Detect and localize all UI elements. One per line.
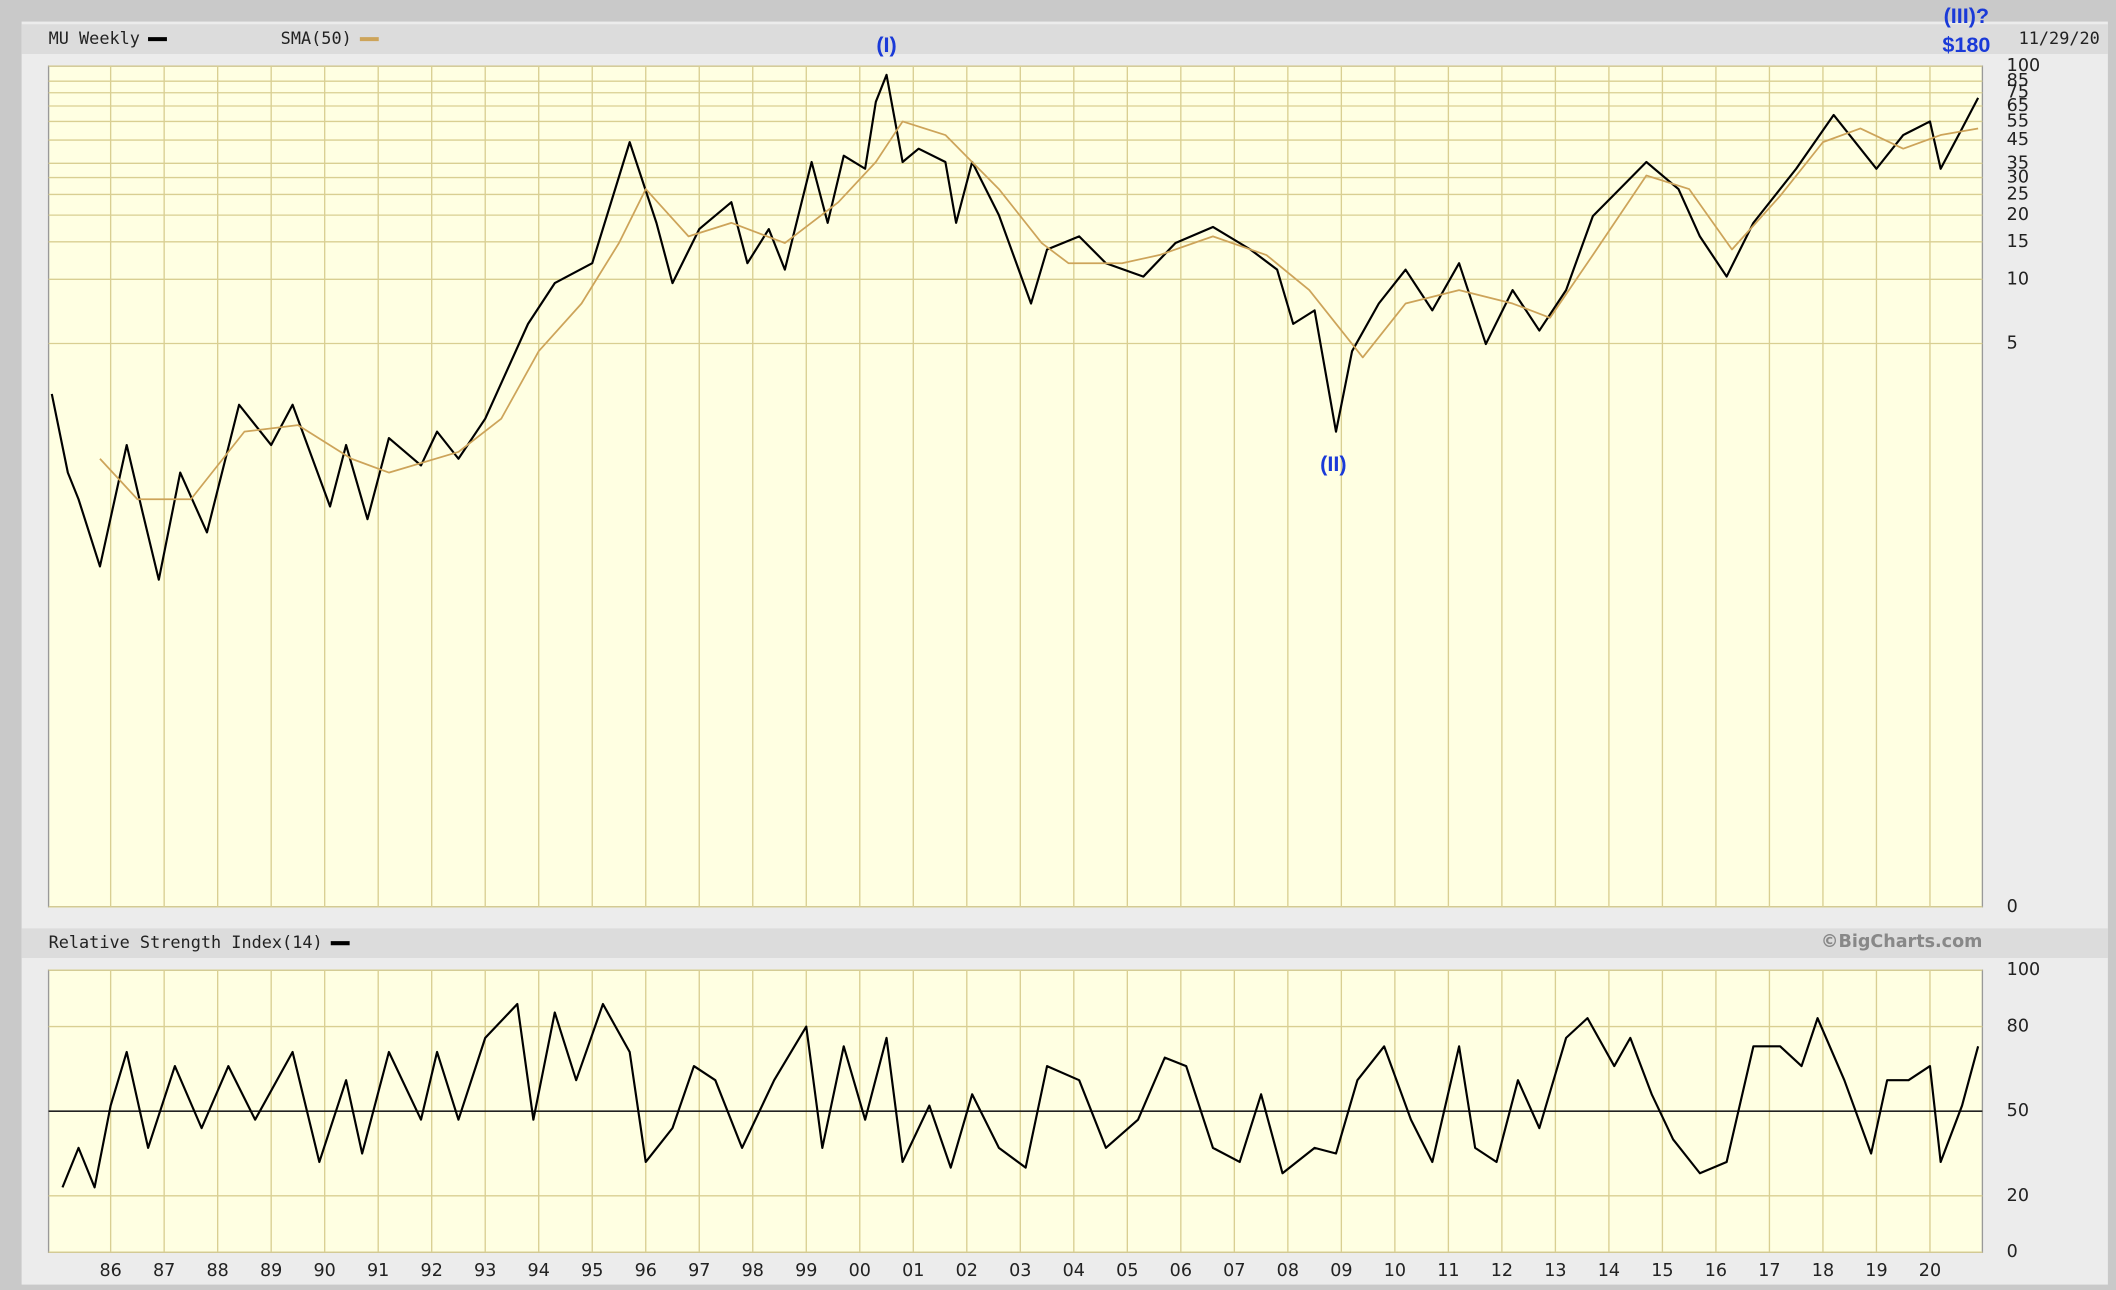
y-tick-label: 50 <box>2007 1101 2029 1121</box>
x-tick-label: 89 <box>260 1261 282 1281</box>
y-tick-label: 0 <box>2007 897 2018 917</box>
x-tick-label: 08 <box>1277 1261 1299 1281</box>
y-tick-label: 100 <box>2007 56 2040 76</box>
x-tick-label: 03 <box>1009 1261 1031 1281</box>
x-tick-label: 97 <box>688 1261 710 1281</box>
y-tick-label: 55 <box>2007 111 2029 131</box>
y-tick-label: 45 <box>2007 130 2029 150</box>
x-tick-label: 96 <box>635 1261 657 1281</box>
x-tick-label: 20 <box>1919 1261 1941 1281</box>
y-tick-label: 20 <box>2007 205 2029 225</box>
x-tick-label: 17 <box>1758 1261 1780 1281</box>
header-band <box>21 928 2108 959</box>
annotation: $180 <box>1942 32 1990 57</box>
plot-area <box>47 65 1984 908</box>
x-tick-label: 01 <box>902 1261 924 1281</box>
x-tick-label: 98 <box>742 1261 764 1281</box>
x-tick-label: 07 <box>1223 1261 1245 1281</box>
date-label: 11/29/20 <box>2019 28 2100 48</box>
series-line <box>99 120 1979 501</box>
x-tick-label: 95 <box>581 1261 603 1281</box>
y-tick-label: 0 <box>2007 1242 2018 1262</box>
y-tick-label: 5 <box>2007 333 2018 353</box>
x-tick-label: 90 <box>314 1261 336 1281</box>
y-tick-label: 85 <box>2007 71 2029 91</box>
x-tick-label: 18 <box>1812 1261 1834 1281</box>
y-tick-label: 20 <box>2007 1186 2029 1206</box>
x-tick-label: 00 <box>849 1261 871 1281</box>
y-tick-label: 35 <box>2007 153 2029 173</box>
x-tick-label: 99 <box>795 1261 817 1281</box>
x-tick-label: 06 <box>1170 1261 1192 1281</box>
x-tick-label: 16 <box>1705 1261 1727 1281</box>
y-tick-label: 15 <box>2007 232 2029 252</box>
x-tick-label: 10 <box>1384 1261 1406 1281</box>
x-tick-label: 09 <box>1330 1261 1352 1281</box>
x-tick-label: 91 <box>367 1261 389 1281</box>
series-line <box>61 1002 1980 1189</box>
legend-label: Relative Strength Index(14) <box>49 932 323 952</box>
annotation: (I) <box>876 32 896 57</box>
x-tick-label: 12 <box>1491 1261 1513 1281</box>
annotation: (II) <box>1320 451 1346 476</box>
x-tick-label: 93 <box>474 1261 496 1281</box>
x-tick-label: 05 <box>1116 1261 1138 1281</box>
y-tick-label: 80 <box>2007 1017 2029 1037</box>
credit: ©BigCharts.com <box>1821 932 1982 952</box>
y-tick-label: 10 <box>2007 269 2029 289</box>
x-tick-label: 19 <box>1865 1261 1887 1281</box>
y-tick-label: 65 <box>2007 96 2029 116</box>
y-tick-label: 100 <box>2007 960 2040 980</box>
y-tick-label: 75 <box>2007 83 2029 103</box>
x-tick-label: 92 <box>421 1261 443 1281</box>
y-tick-label: 30 <box>2007 168 2029 188</box>
x-tick-label: 15 <box>1651 1261 1673 1281</box>
y-tick-label: 25 <box>2007 184 2029 204</box>
x-tick-label: 04 <box>1063 1261 1085 1281</box>
annotation: (III)? <box>1944 3 1990 28</box>
legend-label: MU Weekly <box>49 28 140 48</box>
series-line <box>50 73 1980 581</box>
x-tick-label: 02 <box>956 1261 978 1281</box>
x-tick-label: 87 <box>153 1261 175 1281</box>
legend-label: SMA(50) <box>281 28 352 48</box>
x-tick-label: 13 <box>1544 1261 1566 1281</box>
chart-frame: 11/29/20 ©BigCharts.com 0510152025303545… <box>21 3 2108 1285</box>
x-tick-label: 14 <box>1598 1261 1620 1281</box>
x-tick-label: 88 <box>207 1261 229 1281</box>
x-tick-label: 86 <box>99 1261 121 1281</box>
x-tick-label: 11 <box>1437 1261 1459 1281</box>
x-tick-label: 94 <box>528 1261 550 1281</box>
